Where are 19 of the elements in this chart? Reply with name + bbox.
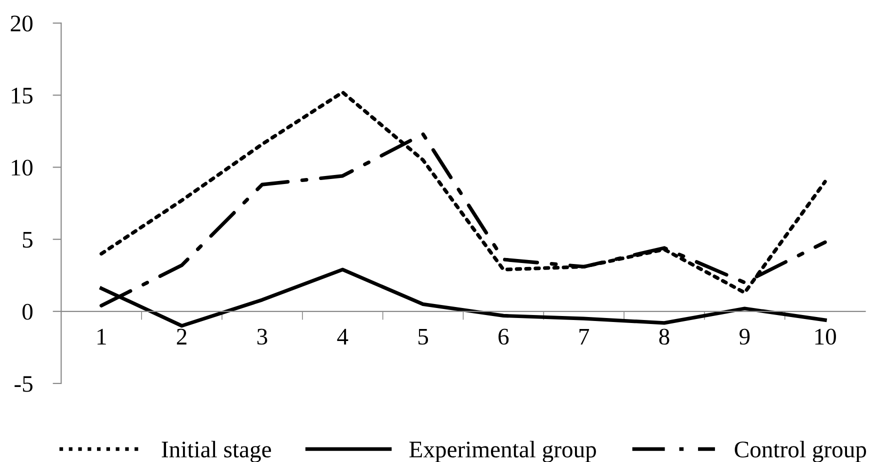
legend-label: Initial stage xyxy=(162,440,271,462)
y-tick-label: -5 xyxy=(14,376,32,392)
y-tick-label: 20 xyxy=(10,16,32,32)
legend-label: Control group xyxy=(734,440,866,462)
x-tick-label: 2 xyxy=(176,328,186,344)
x-tick-label: 8 xyxy=(659,328,670,345)
x-tick-label: 7 xyxy=(579,328,590,344)
x-tick-label: 1 xyxy=(98,328,106,344)
y-tick-label: 15 xyxy=(12,88,32,104)
x-tick-label: 6 xyxy=(498,328,509,345)
x-tick-label: 10 xyxy=(815,328,836,345)
y-tick-label: 10 xyxy=(12,160,32,176)
y-tick-label: 0 xyxy=(22,304,32,320)
x-tick-label: 5 xyxy=(418,328,428,345)
x-tick-label: 4 xyxy=(337,328,348,344)
legend-label: Experimental group xyxy=(409,440,596,462)
x-tick-label: 3 xyxy=(257,328,268,345)
y-tick-label: 5 xyxy=(22,232,32,248)
x-tick-label: 9 xyxy=(740,328,750,345)
